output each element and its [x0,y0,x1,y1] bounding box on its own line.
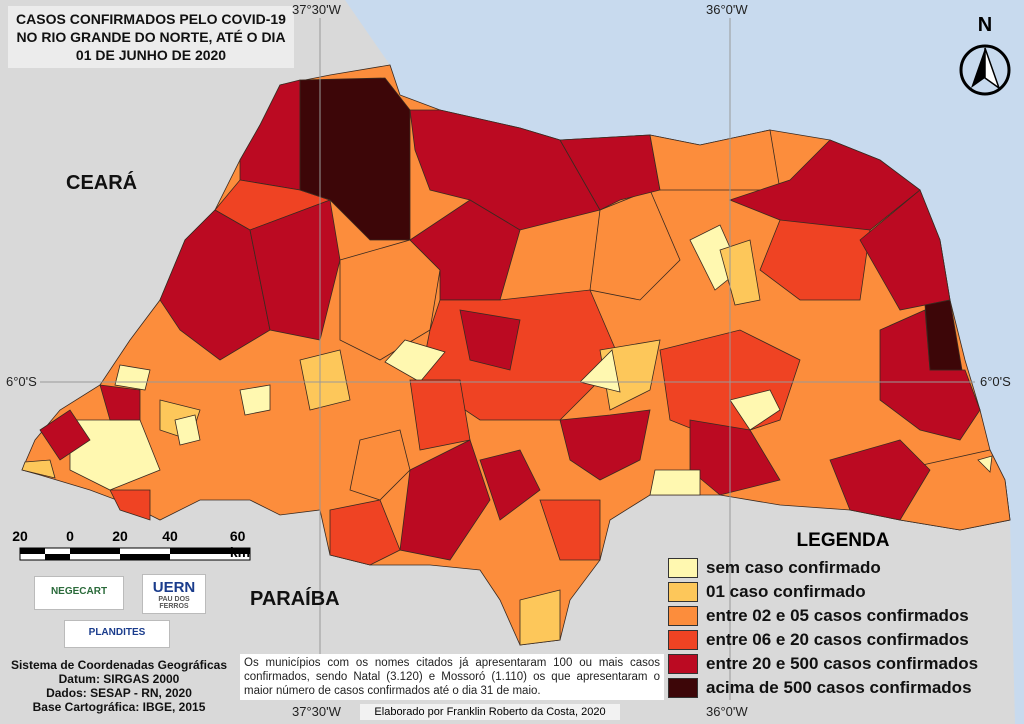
municipality [599,339,661,411]
title-line: 01 DE JUNHO DE 2020 [75,47,227,63]
municipality [559,409,651,481]
municipality [519,589,561,646]
legend-item: entre 02 e 05 casos confirmados [668,604,1018,628]
credit-line: Sistema de Coordenadas Geográficas [10,658,228,672]
legend-item: 01 caso confirmado [668,580,1018,604]
note: Os municípios com os nomes citados já ap… [240,654,664,700]
scale-label: 20 [112,528,128,544]
municipality [174,414,201,446]
scale-bar [19,547,251,561]
municipality [109,489,151,521]
municipality [689,419,781,496]
legend-label: acima de 500 casos confirmados [706,678,972,697]
latitude-label: 6°0'S [6,374,37,389]
longitude-label: 37°30'W [292,704,341,719]
municipality [409,379,471,451]
municipality [239,79,301,191]
latitude-label: 6°0'S [980,374,1011,389]
legend-swatch [668,630,698,650]
north-arrow [959,44,1011,96]
municipality [829,439,931,521]
scale-label: 20 [12,528,28,544]
municipality [21,459,56,479]
municipality [924,299,963,371]
municipality [479,449,541,521]
legend-item: entre 20 e 500 casos confirmados [668,652,1018,676]
municipality [114,364,151,391]
title: CASOS CONFIRMADOS PELO COVID-19 NO RIO G… [8,6,294,68]
municipality [759,219,871,301]
municipality [399,439,491,561]
scale-labels: 20 0 20 40 60 km [10,528,260,560]
municipality [384,339,446,383]
credit-line: Dados: SESAP - RN, 2020 [46,686,192,700]
logo-plandites: PLANDITES [64,620,170,648]
credit-line: Base Cartográfica: IBGE, 2015 [32,700,206,714]
longitude-label: 37°30'W [292,2,341,17]
author: Elaborado por Franklin Roberto da Costa,… [360,704,620,720]
region-label: CEARÁ [66,172,138,194]
scale-label: 60 km [229,528,251,560]
municipality [977,455,993,473]
municipality [299,349,351,411]
legend: LEGENDA sem caso confirmado 01 caso confi… [668,530,1018,700]
municipality [649,469,701,496]
municipality [349,429,411,501]
municipality [559,134,661,211]
legend-item: entre 06 e 20 casos confirmados [668,628,1018,652]
municipality [859,189,951,311]
north-label: N [977,14,993,36]
municipality [39,409,91,461]
legend-label: sem caso confirmado [706,558,881,577]
municipality [729,389,781,431]
scale-label: 0 [66,528,74,544]
municipality [459,309,521,371]
legend-title: LEGENDA [796,530,890,551]
longitude-label: 36°0'W [706,2,748,17]
municipalities [21,64,1011,646]
logo-subtext: PAU DOS FERROS [158,596,190,610]
legend-swatch [668,606,698,626]
graticule [40,18,975,700]
credit-line: Datum: SIRGAS 2000 [58,672,180,686]
legend-swatch [668,558,698,578]
legend-item: sem caso confirmado [668,556,1018,580]
logo-negecart: NEGECART [34,576,124,610]
title-line: CASOS CONFIRMADOS PELO COVID-19 [16,11,286,27]
municipality [409,109,601,231]
municipality [299,77,411,241]
logo-text: UERN [152,579,196,596]
municipality [249,199,341,341]
ocean [345,0,1024,724]
legend-swatch [668,654,698,674]
legend-swatch [668,582,698,602]
legend-label: entre 20 e 500 casos confirmados [706,654,979,673]
title-line: NO RIO GRANDE DO NORTE, ATÉ O DIA [16,29,286,45]
legend-label: 01 caso confirmado [706,582,866,601]
legend-swatch [668,678,698,698]
logo-uern: UERN PAU DOS FERROS [142,574,206,614]
municipality [99,384,141,421]
legend-item: acima de 500 casos confirmados [668,676,1018,700]
longitude-label: 36°0'W [706,704,748,719]
municipality [539,499,601,561]
municipality [239,384,271,416]
legend-label: entre 06 e 20 casos confirmados [706,630,969,649]
scale-label: 40 [162,528,178,544]
municipality [329,499,401,566]
credits: Sistema de Coordenadas Geográficas Datum… [4,658,234,714]
region-label: PARAÍBA [250,588,340,610]
legend-label: entre 02 e 05 casos confirmados [706,606,969,625]
